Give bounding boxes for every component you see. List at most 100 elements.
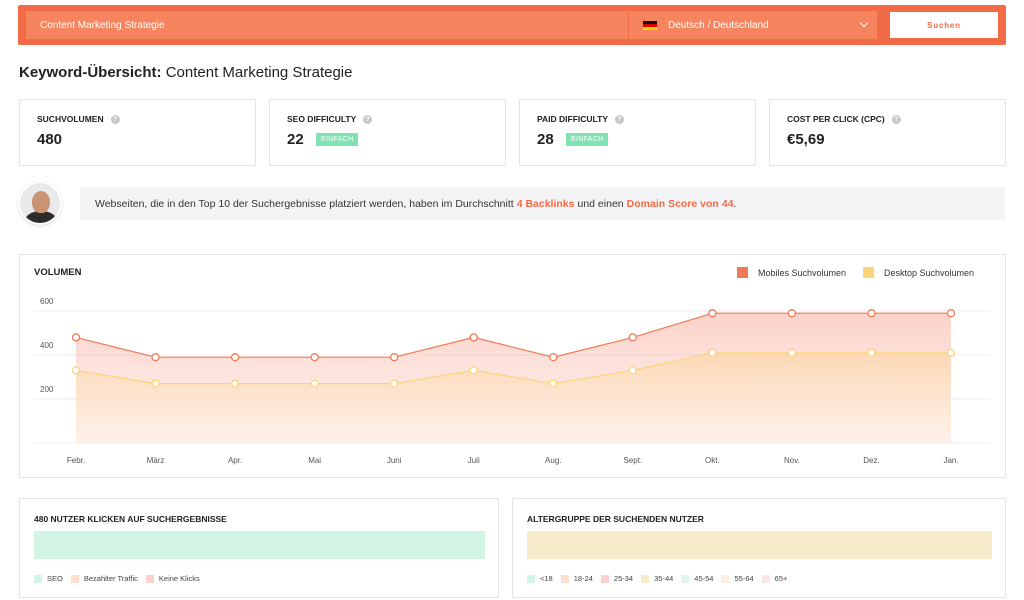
x-tick-label: Febr. [67, 456, 85, 465]
legend-mobile[interactable]: Mobiles Suchvolumen [737, 267, 846, 278]
legend-label: 25-34 [613, 574, 634, 583]
help-icon[interactable]: ? [891, 114, 901, 124]
series-line-desktop [75, 352, 951, 385]
clicks-bar[interactable] [34, 531, 485, 559]
series-line-mobile [75, 312, 951, 358]
legend-swatch [70, 574, 79, 583]
age-legend-item: 25-34 [600, 574, 634, 583]
tip-text-before: Webseiten, die in den Top 10 der Sucherg… [95, 197, 514, 210]
x-tick-label: Aug. [545, 456, 561, 465]
data-point-desktop [71, 366, 81, 375]
x-tick-label: März [147, 456, 165, 465]
data-point-mobile [310, 353, 319, 362]
legend-swatch [737, 267, 748, 278]
clicks-legend: SEO Bezahlter Traffic Keine Klicks [34, 574, 208, 583]
legend-label: Desktop Suchvolumen [884, 267, 975, 278]
x-tick-label: Nov. [784, 456, 800, 465]
age-card-title: ALTERGRUPPE DER SUCHENDEN NUTZER [527, 514, 704, 524]
legend-label: 45-54 [694, 574, 714, 583]
legend-swatch [641, 574, 650, 583]
legend-swatch [527, 574, 535, 583]
data-point-desktop [230, 379, 240, 388]
metric-value: 28 [537, 131, 554, 148]
data-point-mobile [390, 353, 399, 362]
y-tick-label: 600 [40, 297, 54, 306]
y-tick-label: 200 [40, 385, 54, 394]
legend-label: SEO [47, 574, 63, 583]
difficulty-badge: EINFACH [316, 133, 359, 146]
x-tick-label: Apr. [228, 456, 242, 465]
legend-label: Mobiles Suchvolumen [758, 267, 847, 278]
metric-card-search-volume: SUCHVOLUMEN? 480 [19, 99, 256, 166]
metric-label: SUCHVOLUMEN [37, 114, 104, 124]
metric-label: SEO DIFFICULTY [287, 114, 357, 124]
age-card: ALTERGRUPPE DER SUCHENDEN NUTZER <18 18-2… [512, 498, 1006, 598]
difficulty-badge: EINFACH [566, 133, 609, 146]
legend-swatch [34, 574, 42, 583]
legend-swatch [600, 574, 609, 583]
x-tick-label: Mai [308, 456, 321, 465]
data-point-mobile [230, 353, 240, 362]
language-select[interactable]: Deutsch / Deutschland [629, 11, 877, 39]
legend-desktop[interactable]: Desktop Suchvolumen [863, 267, 974, 278]
tip-text-after: . [733, 197, 737, 210]
tip-text-middle: und einen [577, 197, 624, 210]
x-tick-label: Juli [468, 456, 480, 465]
data-point-mobile [469, 333, 478, 342]
legend-swatch [863, 267, 874, 278]
legend-label: 35-44 [654, 574, 674, 583]
clicks-legend-item: Keine Klicks [145, 574, 200, 583]
x-tick-label: Sept. [623, 456, 642, 465]
avatar [18, 181, 62, 225]
age-legend: <18 18-24 25-34 35-44 45-54 55-64 65+ [527, 574, 795, 583]
legend-label: 55-64 [734, 574, 754, 583]
data-point-desktop [469, 366, 478, 375]
help-icon[interactable]: ? [110, 114, 120, 124]
data-point-mobile [151, 353, 160, 362]
legend-label: Bezahlter Traffic [83, 574, 138, 583]
metric-label: COST PER CLICK (CPC) [787, 114, 885, 124]
metric-label: PAID DIFFICULTY [537, 114, 608, 124]
tip-banner: Webseiten, die in den Top 10 der Sucherg… [80, 187, 1005, 220]
data-point-desktop [310, 379, 319, 388]
legend-swatch [721, 574, 730, 583]
clicks-card-title: 480 NUTZER KLICKEN AUF SUCHERGEBNISSE [34, 514, 227, 524]
keyword-search-input[interactable] [26, 11, 628, 39]
x-tick-label: Okt. [705, 456, 720, 465]
data-point-desktop [867, 348, 876, 357]
age-legend-item: <18 [527, 574, 553, 583]
metric-value: 480 [37, 131, 63, 148]
x-tick-label: Juni [387, 456, 402, 465]
legend-swatch [560, 574, 569, 583]
language-select-label: Deutsch / Deutschland [668, 19, 769, 31]
metric-value: 22 [287, 131, 304, 148]
data-point-mobile [946, 309, 956, 318]
legend-swatch [681, 574, 690, 583]
data-point-mobile [549, 353, 558, 362]
legend-label: <18 [540, 574, 553, 583]
clicks-legend-item: SEO [34, 574, 63, 583]
legend-label: 18-24 [573, 574, 593, 583]
y-tick-label: 400 [40, 341, 54, 350]
volume-chart: Febr. März Apr. Mai Juni Juli Aug. Sept. Okt. Nov… [34, 297, 990, 465]
data-point-mobile [628, 333, 637, 342]
age-bar[interactable] [527, 531, 992, 559]
data-point-desktop [628, 366, 637, 375]
data-point-desktop [946, 348, 956, 357]
chevron-down-icon [859, 18, 869, 28]
age-legend-item: 35-44 [641, 574, 673, 583]
data-point-desktop [549, 379, 558, 388]
clicks-legend-item: Bezahlter Traffic [70, 574, 138, 583]
data-point-mobile [708, 309, 717, 318]
age-legend-item: 65+ [761, 574, 787, 583]
search-button[interactable]: Suchen [890, 12, 998, 38]
page-title-keyword: Content Marketing Strategie [165, 64, 353, 81]
data-point-mobile [71, 333, 81, 342]
help-icon[interactable]: ? [363, 114, 373, 124]
age-legend-item: 55-64 [721, 574, 754, 583]
data-point-desktop [390, 379, 399, 388]
help-icon[interactable]: ? [614, 114, 624, 124]
volume-chart-card: Febr. März Apr. Mai Juni Juli Aug. Sept. Okt. Nov… [19, 254, 1006, 478]
x-tick-label: Dez. [863, 456, 879, 465]
metric-card-cpc: COST PER CLICK (CPC)? €5,69 [769, 99, 1006, 166]
